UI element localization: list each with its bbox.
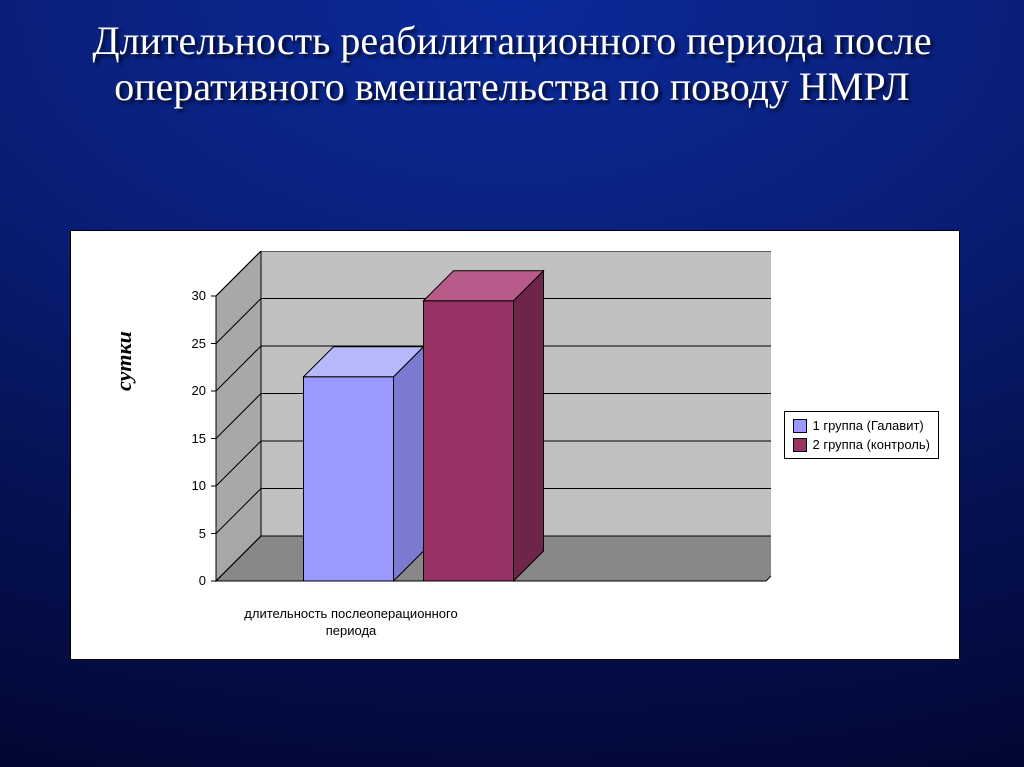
slide: Длительность реабилитационного периода п… [0,0,1024,767]
legend-item: 1 группа (Галавит) [793,416,930,435]
legend-item: 2 группа (контроль) [793,435,930,454]
chart-container: сутки 0 5 10 15 20 25 30 длительность послеопе… [70,230,960,660]
y-tick-label: 20 [176,383,206,398]
legend-label: 2 группа (контроль) [813,437,930,452]
y-tick-label: 10 [176,478,206,493]
legend-swatch-icon [793,419,807,433]
y-tick-label: 15 [176,431,206,446]
legend: 1 группа (Галавит) 2 группа (контроль) [784,411,939,459]
slide-title: Длительность реабилитационного периода п… [0,18,1024,110]
y-tick-label: 0 [176,573,206,588]
legend-label: 1 группа (Галавит) [813,418,924,433]
plot-area [171,251,771,601]
y-tick-label: 30 [176,288,206,303]
x-category-label: длительность послеоперационного периода [231,606,471,640]
y-tick-label: 25 [176,336,206,351]
legend-swatch-icon [793,438,807,452]
chart-svg [171,251,771,601]
y-axis-title: сутки [111,331,137,391]
y-tick-label: 5 [176,526,206,541]
